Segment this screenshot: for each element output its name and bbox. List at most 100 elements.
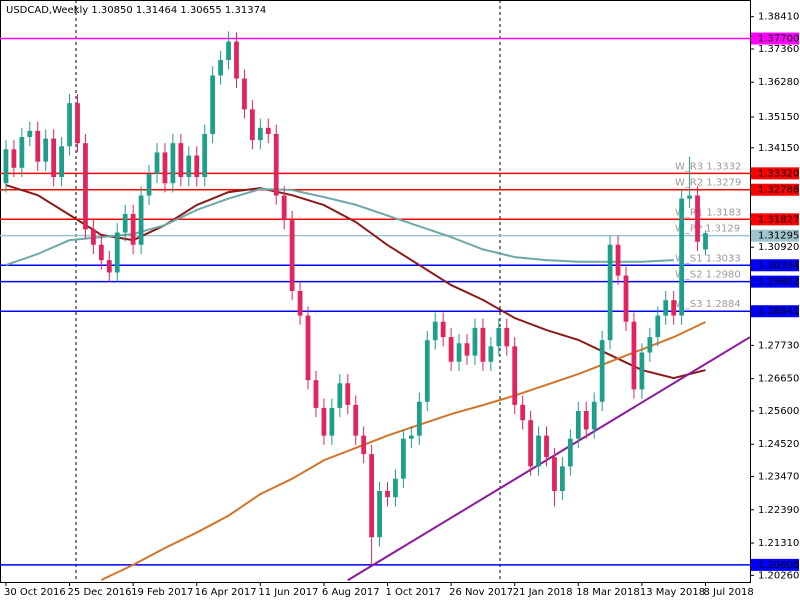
candle-body — [194, 155, 200, 178]
candle-body — [671, 300, 677, 316]
candle-body — [130, 213, 136, 245]
price-tag — [751, 259, 799, 272]
y-tick-label: 1.36280 — [758, 77, 799, 88]
candle-body — [170, 143, 176, 184]
candle-body — [297, 290, 303, 316]
price-tag-label: 1.33320 — [758, 168, 799, 179]
candle-body — [273, 133, 279, 196]
candle-body — [599, 340, 605, 402]
candle-body — [456, 343, 462, 362]
price-tag-label: 1.37700 — [758, 34, 799, 45]
candle-body — [106, 260, 112, 273]
x-tick-label: 18 Mar 2018 — [576, 587, 639, 598]
candle-body — [591, 401, 597, 430]
price-tag-label: 1.20600 — [758, 560, 799, 571]
x-tick-label: 13 May 2018 — [640, 587, 705, 598]
level-name: W_S3 1.2884 — [675, 299, 741, 310]
y-tick-label: 1.30920 — [758, 242, 799, 253]
candle-body — [615, 244, 621, 276]
price-tag-label: 1.30334 — [758, 260, 799, 271]
candle-body — [218, 60, 223, 76]
candle-body — [361, 435, 367, 455]
candle-body — [464, 343, 470, 356]
candle-body — [369, 454, 375, 538]
candle-body — [313, 380, 319, 408]
x-tick-label: 26 Nov 2017 — [449, 587, 513, 598]
price-tag — [751, 305, 799, 318]
candle-body — [480, 327, 486, 362]
candle-body — [687, 195, 692, 199]
candle-body — [178, 143, 184, 178]
candle-body — [401, 438, 406, 479]
candle-body — [210, 75, 216, 134]
candle-body — [27, 130, 33, 138]
candle-body — [305, 315, 311, 381]
candle-body — [146, 173, 152, 196]
candle-body — [520, 404, 526, 421]
candle-body — [631, 321, 637, 390]
candle-body — [226, 41, 231, 61]
level-name: W_R2 1.3279 — [675, 178, 741, 189]
candle-body — [281, 195, 287, 221]
candle-body — [583, 410, 589, 430]
x-tick-label: 25 Dec 2016 — [68, 587, 132, 598]
candle-body — [250, 109, 255, 141]
level-name: W_R1 1.3183 — [675, 207, 741, 218]
chart-title: USDCAD,Weekly 1.30850 1.31464 1.30655 1.… — [6, 5, 266, 16]
candle-body — [353, 404, 359, 436]
candle-body — [504, 327, 510, 347]
candle-body — [472, 327, 478, 356]
price-tag-label: 1.31295 — [758, 231, 799, 242]
candle-body — [242, 78, 247, 110]
y-tick-label: 1.26650 — [758, 374, 799, 385]
candle-body — [289, 220, 295, 291]
candle-body — [265, 127, 271, 134]
candle-body — [512, 346, 518, 405]
y-tick-label: 1.25600 — [758, 406, 799, 417]
candle-body — [567, 438, 573, 467]
candle-body — [202, 133, 208, 178]
price-tag — [751, 229, 799, 242]
x-tick-label: 16 Apr 2017 — [195, 587, 257, 598]
candle-body — [186, 155, 192, 178]
candle-body — [19, 137, 25, 168]
candle-body — [83, 143, 88, 230]
y-tick-label: 1.22390 — [758, 505, 799, 516]
candle-body — [575, 410, 581, 439]
price-tag — [751, 213, 799, 226]
candle-body — [154, 152, 160, 174]
candle-body — [122, 213, 128, 233]
candle-body — [377, 491, 382, 538]
candle-body — [11, 149, 17, 168]
plot-area: W_R3 1.3332 W_R2 1.3279 W_R1 1.3183 W_PP 1.… — [0, 31, 750, 582]
x-tick-label: 30 Oct 2016 — [4, 587, 66, 598]
candle-body — [552, 457, 557, 492]
candle-body — [43, 138, 49, 162]
candle-body — [424, 340, 430, 402]
candle-body — [321, 407, 327, 436]
candle-body — [560, 466, 565, 492]
y-tick-label: 1.38410 — [758, 12, 799, 23]
candle-body — [695, 195, 700, 242]
candle-body — [647, 337, 653, 353]
axes: 1.38410 1.37360 1.36280 1.35150 1.34150 1.309… — [4, 12, 799, 598]
price-tag-label: 1.28841 — [758, 306, 799, 317]
x-tick-label: 6 Aug 2017 — [322, 587, 380, 598]
level-name: W_PP 1.3129 — [675, 224, 740, 235]
y-tick-label: 1.34150 — [758, 143, 799, 154]
x-tick-label: 1 Oct 2017 — [386, 587, 441, 598]
candle-body — [91, 229, 96, 245]
price-tag — [751, 167, 799, 180]
candle-body — [35, 130, 41, 162]
indicator-line — [5, 184, 706, 380]
price-tag — [751, 32, 799, 45]
candle-body — [234, 41, 239, 79]
candle-body — [544, 435, 549, 458]
level-name: W_S1 1.3033 — [675, 253, 741, 264]
candle-body — [162, 152, 168, 184]
candle-body — [536, 435, 541, 467]
x-tick-label: 19 Feb 2017 — [131, 587, 193, 598]
y-tick-label: 1.27730 — [758, 340, 799, 351]
